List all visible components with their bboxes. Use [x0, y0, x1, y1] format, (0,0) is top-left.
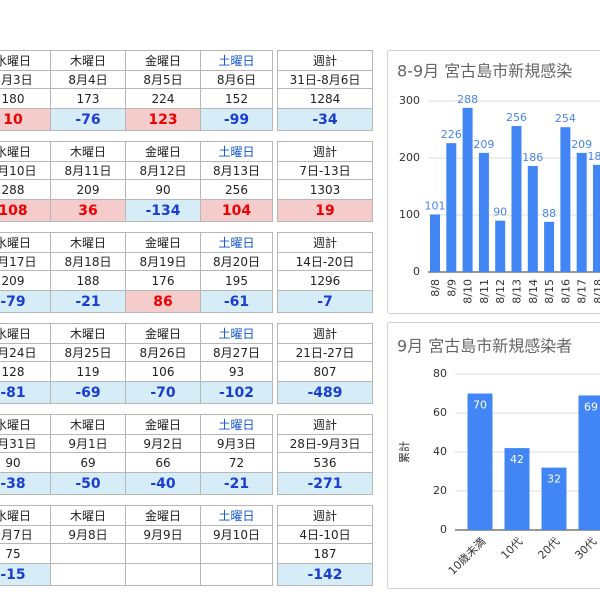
x-tick-label: 8/18	[592, 279, 600, 304]
bar	[446, 143, 457, 272]
diff-cell: -7	[277, 290, 373, 313]
y-tick-label: 40	[433, 445, 447, 458]
value-label: 256	[506, 111, 527, 124]
x-tick-label: 30代	[572, 535, 599, 562]
x-tick-label: 8/13	[511, 279, 524, 304]
bar	[511, 126, 522, 272]
header-cell: 水曜日	[0, 141, 51, 162]
header-cell: 週計	[277, 323, 373, 344]
value-label: 186	[522, 151, 543, 164]
diff-cell: -21	[200, 472, 273, 495]
bar	[560, 127, 571, 272]
value-label: 209	[473, 138, 494, 151]
value-label: 88	[542, 207, 556, 220]
x-tick-label: 8/16	[559, 279, 572, 304]
value-label: 188	[588, 150, 600, 163]
diff-cell: -15	[0, 563, 51, 586]
header-cell: 水曜日	[0, 50, 51, 71]
value-label: 254	[555, 112, 576, 125]
diff-cell: -489	[277, 381, 373, 404]
bar	[462, 107, 473, 272]
value-label: 69	[584, 400, 598, 413]
header-cell: 週計	[277, 232, 373, 253]
y-tick-label: 200	[399, 151, 420, 164]
diff-cell: -50	[50, 472, 126, 495]
bar	[576, 152, 587, 272]
x-tick-label: 20代	[535, 535, 562, 562]
chart-title: 8-9月 宮古島市新規感染	[397, 62, 572, 81]
value-label: 90	[493, 206, 507, 219]
diff-cell: -134	[125, 199, 201, 222]
bar	[495, 220, 506, 272]
y-tick-label: 300	[399, 94, 420, 107]
bar	[430, 214, 440, 272]
header-cell: 水曜日	[0, 414, 51, 435]
value-label: 70	[473, 399, 487, 412]
x-tick-label: 8/12	[494, 279, 507, 304]
value-label: 42	[510, 453, 524, 466]
diff-cell: -81	[0, 381, 51, 404]
value-label: 226	[441, 128, 462, 141]
header-cell: 週計	[277, 414, 373, 435]
value-label: 32	[547, 473, 561, 486]
x-tick-label: 8/10	[462, 279, 475, 304]
bar	[544, 221, 555, 272]
x-tick-label: 10代	[498, 535, 525, 562]
x-tick-label: 8/8	[429, 279, 442, 297]
y-tick-label: 100	[399, 208, 420, 221]
bar	[467, 393, 493, 530]
bar	[578, 395, 600, 530]
y-axis-title: 累計	[397, 441, 411, 463]
y-tick-label: 80	[433, 367, 447, 380]
bar	[593, 164, 600, 272]
chart-card	[387, 322, 600, 589]
y-tick-label: 0	[440, 523, 447, 536]
x-tick-label: 8/11	[478, 279, 491, 304]
value-label: 288	[457, 93, 478, 106]
y-tick-label: 60	[433, 406, 447, 419]
x-tick-label: 8/17	[576, 279, 589, 304]
chart-title: 9月 宮古島市新規感染者	[397, 337, 572, 356]
x-tick-label: 8/14	[527, 279, 540, 304]
y-tick-label: 20	[433, 484, 447, 497]
bar	[504, 448, 530, 530]
bar	[527, 165, 538, 272]
bar	[541, 467, 567, 530]
bar	[478, 152, 489, 272]
header-cell: 水曜日	[0, 232, 51, 253]
diff-cell: 104	[200, 199, 273, 222]
diff-cell: -21	[50, 290, 126, 313]
header-cell: 週計	[277, 505, 373, 526]
x-tick-label: 10歳未満	[446, 535, 488, 577]
header-cell: 水曜日	[0, 323, 51, 344]
x-tick-label: 8/9	[445, 279, 458, 297]
diff-cell: -142	[277, 563, 373, 586]
diff-cell: 123	[125, 108, 201, 131]
diff-cell: -70	[125, 381, 201, 404]
value-label: 101	[425, 199, 446, 212]
value-label: 209	[571, 138, 592, 151]
x-tick-label: 8/15	[543, 279, 556, 304]
header-cell: 週計	[277, 50, 373, 71]
header-cell: 週計	[277, 141, 373, 162]
header-cell: 水曜日	[0, 505, 51, 526]
diff-cell: 19	[277, 199, 373, 222]
y-tick-label: 0	[413, 265, 420, 278]
diff-cell: 10	[0, 108, 51, 131]
